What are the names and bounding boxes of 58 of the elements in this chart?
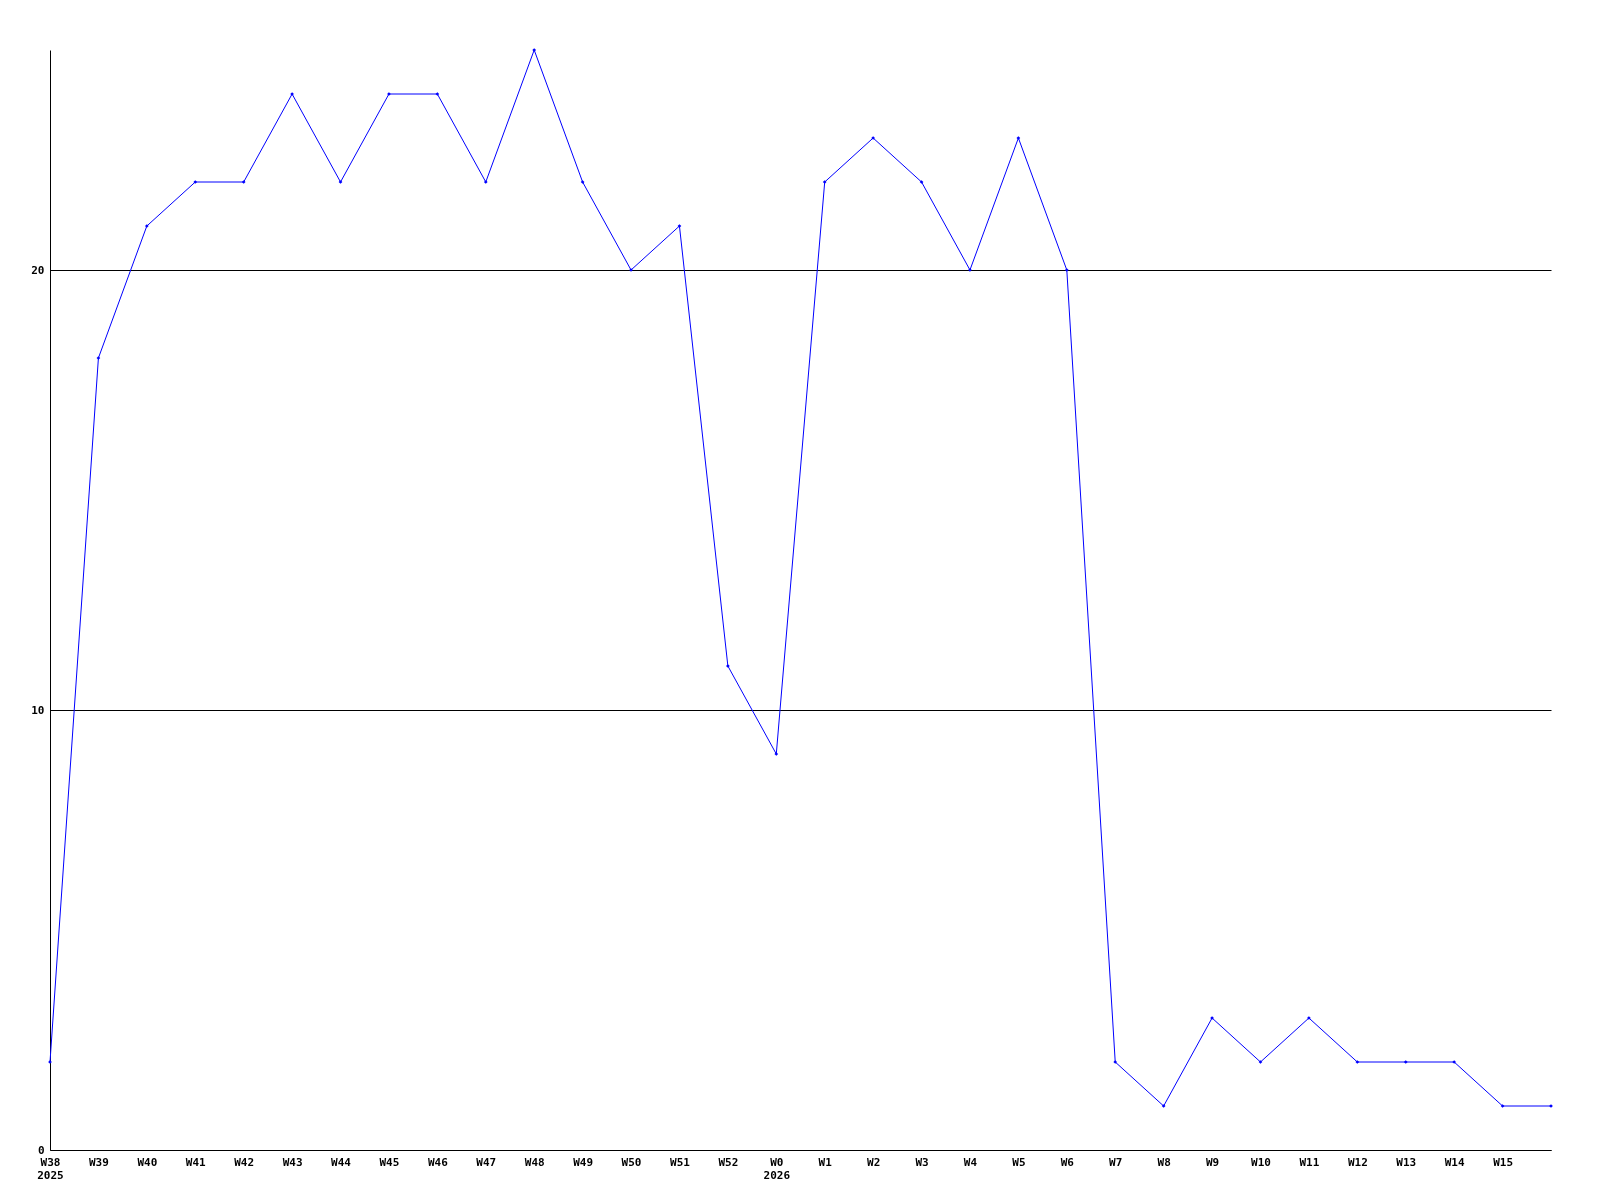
point <box>1258 1060 1263 1064</box>
point <box>96 356 101 360</box>
x-tick-label: W3 <box>915 1155 929 1169</box>
x-tick-label: W12 <box>1347 1155 1368 1169</box>
x-tick-label: W11 <box>1299 1155 1320 1169</box>
x-tick-label: W1 <box>818 1155 833 1169</box>
x-tick-label: W38 2025 <box>37 1155 64 1182</box>
point <box>193 180 198 184</box>
point <box>774 752 779 756</box>
x-tick-label: W46 <box>427 1155 449 1169</box>
point <box>1064 268 1069 272</box>
y-tick-label: 0 <box>37 1143 45 1157</box>
point <box>435 92 440 96</box>
point <box>1403 1060 1408 1064</box>
x-tick-label: W43 <box>282 1155 303 1169</box>
point <box>1161 1104 1166 1108</box>
point <box>532 48 537 52</box>
point <box>580 180 585 184</box>
x-tick-label: W6 <box>1060 1155 1075 1169</box>
point <box>144 224 149 228</box>
point <box>1452 1060 1457 1064</box>
x-tick-label: W13 <box>1396 1155 1417 1169</box>
point <box>1113 1060 1118 1064</box>
x-tick-label: W45 <box>379 1155 400 1169</box>
x-tick-label: W49 <box>573 1155 594 1169</box>
x-tick-label: W0 2026 <box>763 1155 791 1182</box>
x-tick-label: W5 <box>1012 1155 1026 1169</box>
x-tick-label: W51 <box>670 1155 691 1169</box>
x-tick-label: W9 <box>1205 1155 1220 1169</box>
point <box>483 180 488 184</box>
x-tick-label: W8 <box>1157 1155 1171 1169</box>
y-tick-label: 10 <box>31 703 45 717</box>
point <box>726 664 730 668</box>
x-tick-label: W50 <box>621 1155 642 1169</box>
x-tick-label: W41 <box>185 1155 207 1169</box>
point <box>677 224 682 228</box>
point <box>1016 136 1021 140</box>
y-tick-label: 20 <box>31 263 45 277</box>
x-tick-label: W14 <box>1444 1155 1465 1169</box>
x-tick-label: W10 <box>1251 1155 1271 1169</box>
x-tick-label: W39 <box>88 1155 109 1169</box>
x-tick-label: W44 <box>331 1155 352 1169</box>
x-tick-label: W47 <box>476 1155 497 1169</box>
x-tick-label: W48 <box>524 1155 545 1169</box>
point <box>822 180 827 184</box>
x-tick-label: W15 <box>1493 1155 1514 1169</box>
line-series <box>48 48 1553 1108</box>
x-tick-label: W4 <box>963 1155 978 1169</box>
point <box>1355 1060 1360 1064</box>
point <box>241 180 246 184</box>
x-tick-label: W2 <box>867 1155 881 1169</box>
point <box>338 180 343 184</box>
x-tick-label: W42 <box>234 1155 255 1169</box>
x-tick-label: W7 <box>1109 1155 1123 1169</box>
point <box>919 180 924 184</box>
point <box>1500 1104 1505 1108</box>
x-tick-label: W52 <box>718 1155 739 1169</box>
x-tick-label: W40 <box>137 1155 158 1169</box>
